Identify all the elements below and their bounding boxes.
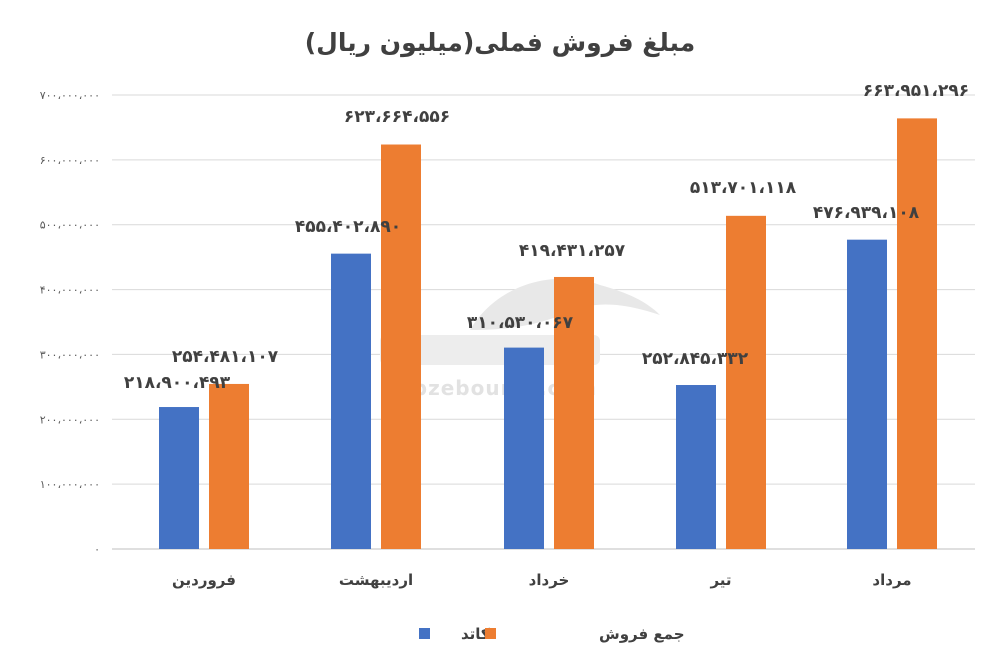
bar-cathode	[331, 253, 371, 549]
data-label: ۳۱۰،۵۳۰،۰۶۷	[467, 313, 574, 333]
bars	[159, 118, 937, 550]
data-label: ۶۶۳،۹۵۱،۲۹۶	[863, 81, 969, 101]
bar-total-sales	[209, 383, 249, 549]
data-label: ۵۱۳،۷۰۱،۱۱۸	[690, 178, 797, 198]
legend-swatch	[485, 628, 496, 639]
x-tick-label: مرداد	[872, 571, 911, 589]
data-label: ۴۱۹،۴۳۱،۲۵۷	[519, 241, 626, 261]
data-label: ۴۷۶،۹۳۹،۱۰۸	[813, 203, 920, 223]
x-tick-label: تیر	[709, 571, 731, 589]
chart-title: مبلغ فروش فملی(میلیون ریال)	[305, 28, 695, 58]
data-label: ۴۵۵،۴۰۲،۸۹۰	[295, 217, 401, 237]
x-tick-label: اردیبهشت	[339, 571, 413, 589]
y-tick-label: ۴۰۰،۰۰۰،۰۰۰	[40, 284, 100, 297]
watermark-logo-icon	[380, 335, 600, 365]
x-tick-label: فروردین	[172, 571, 236, 589]
legend-label: جمع فروش	[599, 625, 685, 643]
y-tick-label: ۵۰۰،۰۰۰،۰۰۰	[40, 219, 100, 232]
bar-total-sales	[726, 215, 766, 549]
y-tick-label: ۱۰۰،۰۰۰،۰۰۰	[40, 478, 100, 491]
bar-cathode	[676, 385, 716, 549]
x-tick-label: خرداد	[529, 571, 570, 589]
y-tick-label: ۰	[94, 543, 100, 556]
data-label: ۲۵۲،۸۴۵،۳۳۲	[642, 349, 749, 369]
bar-total-sales	[897, 118, 937, 549]
data-label: ۶۲۳،۶۶۴،۵۵۶	[344, 107, 450, 127]
bar-cathode	[847, 239, 887, 550]
y-tick-label: ۲۰۰،۰۰۰،۰۰۰	[40, 413, 100, 426]
data-label: ۲۱۸،۹۰۰،۴۹۳	[124, 373, 231, 393]
x-axis-tick-labels: فروردین اردیبهشت خرداد تیر مرداد	[172, 571, 912, 589]
legend: کاتد جمع فروش	[419, 625, 685, 643]
y-tick-label: ۷۰۰،۰۰۰،۰۰۰	[40, 89, 100, 102]
bar-cathode	[159, 407, 199, 549]
data-label: ۲۵۴،۴۸۱،۱۰۷	[172, 347, 279, 367]
bar-total-sales	[554, 276, 594, 549]
y-tick-label: ۳۰۰،۰۰۰،۰۰۰	[40, 348, 100, 361]
y-tick-label: ۶۰۰،۰۰۰،۰۰۰	[40, 154, 100, 167]
y-axis-tick-labels: ۰ ۱۰۰،۰۰۰،۰۰۰ ۲۰۰،۰۰۰،۰۰۰ ۳۰۰،۰۰۰،۰۰۰ ۴۰۰،۰۰…	[40, 89, 100, 556]
data-labels: ۲۱۸،۹۰۰،۴۹۳ ۲۵۴،۴۸۱،۱۰۷ ۴۵۵،۴۰۲،۸۹۰ ۶۲۳،۶۶۴…	[124, 81, 969, 393]
bar-total-sales	[381, 144, 421, 550]
bar-cathode	[504, 347, 544, 549]
legend-swatch	[419, 628, 430, 639]
legend-label: کاتد	[461, 625, 490, 643]
